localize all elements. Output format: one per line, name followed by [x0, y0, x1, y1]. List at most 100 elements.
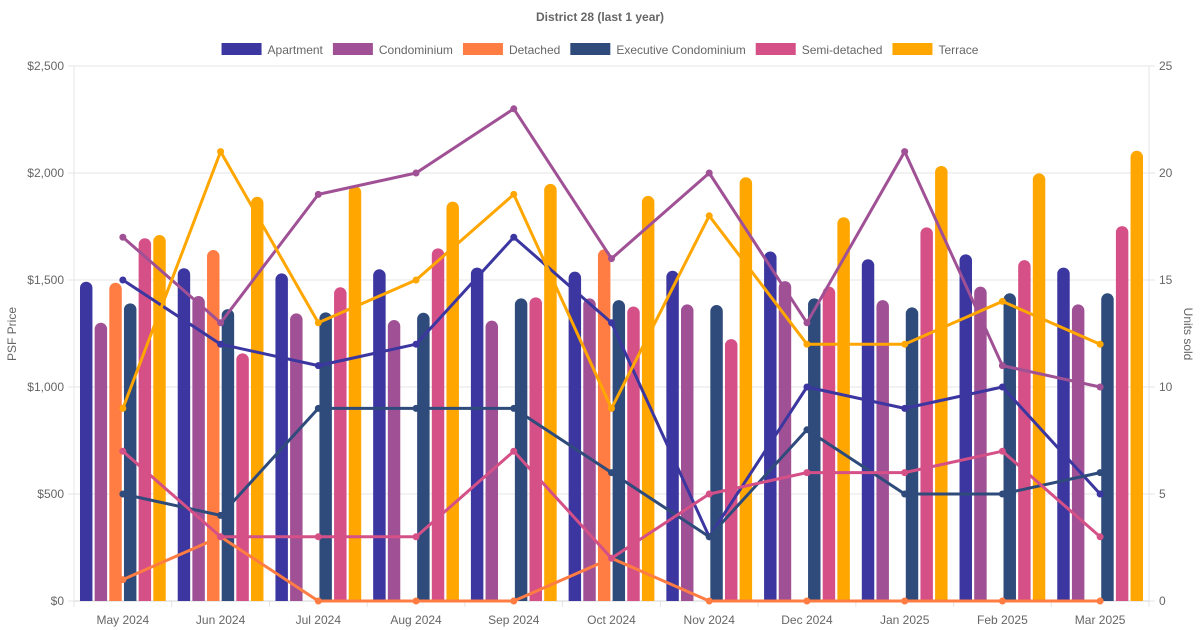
bar-terrace — [739, 177, 753, 601]
y-left-tick-label: $0 — [51, 594, 65, 608]
legend: Apartment Condominium Detached Executive Co… — [221, 43, 979, 57]
y-left-tick-label: $1,500 — [27, 273, 64, 287]
y-axis-right-title: Units sold — [1181, 308, 1195, 361]
point-condominium — [119, 233, 127, 241]
point-semi-detached — [998, 447, 1006, 455]
bar-apartment — [275, 273, 288, 601]
bar-terrace — [446, 201, 459, 601]
point-detached — [119, 576, 127, 584]
point-executive-condominium — [1096, 469, 1104, 477]
point-condominium — [901, 148, 909, 156]
legend-swatch-executive-condominium — [570, 43, 611, 55]
point-condominium — [998, 362, 1006, 370]
x-tick-label: Jul 2024 — [296, 613, 342, 627]
x-tick-label: Jun 2024 — [196, 613, 246, 627]
bar-semi-detached — [1018, 260, 1031, 601]
bar-apartment — [373, 269, 386, 601]
bar-apartment — [568, 271, 582, 601]
y-right-tick-label: 10 — [1159, 380, 1173, 394]
point-apartment — [314, 362, 322, 370]
bar-semi-detached — [236, 353, 249, 601]
legend-swatch-semi-detached — [755, 43, 796, 55]
legend-swatch-condominium — [332, 43, 373, 55]
legend-item-terrace[interactable]: Terrace — [892, 43, 979, 57]
legend-item-apartment[interactable]: Apartment — [221, 43, 324, 57]
legend-label: Detached — [509, 43, 560, 57]
point-detached — [901, 597, 909, 605]
point-terrace — [217, 148, 225, 156]
bar-semi-detached — [529, 297, 542, 601]
bar-terrace — [348, 186, 362, 602]
point-semi-detached — [314, 533, 322, 541]
bar-terrace — [544, 183, 557, 601]
point-detached — [1096, 597, 1104, 605]
bar-semi-detached — [334, 287, 347, 601]
legend-item-condominium[interactable]: Condominium — [332, 43, 453, 57]
bar-executive-condominium — [319, 312, 332, 601]
point-semi-detached — [1096, 533, 1104, 541]
line-condominium — [121, 107, 1101, 389]
bar-apartment — [1057, 267, 1070, 601]
bar-executive-condominium — [1101, 293, 1114, 601]
x-tick-label: Mar 2025 — [1075, 613, 1126, 627]
y-axis-right: 0 5 10 15 20 25 — [1159, 59, 1173, 608]
point-semi-detached — [608, 554, 615, 562]
bar-semi-detached — [431, 248, 445, 601]
point-semi-detached — [217, 533, 225, 541]
point-detached — [998, 597, 1006, 605]
point-apartment — [119, 276, 127, 284]
point-executive-condominium — [119, 490, 127, 498]
point-terrace — [412, 276, 420, 284]
legend-swatch-terrace — [892, 43, 933, 55]
y-right-tick-label: 20 — [1159, 166, 1173, 180]
legend-item-executive-condominium[interactable]: Executive Condominium — [570, 43, 746, 57]
x-tick-label: Jan 2025 — [880, 613, 930, 627]
bar-detached — [207, 250, 220, 601]
bar-condominium — [778, 281, 792, 601]
point-apartment — [510, 233, 518, 241]
bar-apartment — [177, 268, 191, 601]
point-terrace — [901, 340, 909, 348]
point-detached — [314, 597, 322, 605]
point-executive-condominium — [217, 511, 225, 519]
bar-apartment — [764, 251, 777, 601]
line-detached — [122, 535, 1101, 603]
bar-condominium — [192, 296, 205, 601]
point-executive-condominium — [998, 490, 1006, 498]
point-detached — [412, 597, 420, 605]
point-condominium — [608, 255, 615, 263]
point-condominium — [510, 105, 518, 113]
legend-item-semi-detached[interactable]: Semi-detached — [755, 43, 883, 57]
bar-apartment — [666, 270, 679, 601]
bar-terrace — [837, 217, 850, 601]
y-left-tick-label: $2,000 — [27, 166, 64, 180]
bar-terrace — [251, 196, 264, 601]
point-detached — [803, 597, 811, 605]
point-apartment — [608, 319, 615, 327]
bar-semi-detached — [138, 238, 152, 601]
x-tick-label: Nov 2024 — [684, 613, 736, 627]
bar-executive-condominium — [905, 307, 919, 601]
point-apartment — [998, 383, 1006, 391]
legend-item-detached[interactable]: Detached — [462, 43, 560, 57]
y-right-tick-label: 5 — [1159, 487, 1166, 501]
x-tick-label: Aug 2024 — [390, 613, 442, 627]
bar-condominium — [387, 320, 401, 601]
bar-detached — [597, 249, 611, 601]
legend-label: Condominium — [379, 43, 453, 57]
bar-executive-condominium — [221, 309, 235, 601]
point-semi-detached — [901, 469, 909, 477]
point-semi-detached — [412, 533, 420, 541]
y-axis-left-title: PSF Price — [5, 307, 19, 361]
lines — [119, 105, 1104, 605]
bar-condominium — [485, 320, 499, 601]
x-tick-label: Oct 2024 — [587, 613, 636, 627]
bar-terrace — [935, 165, 948, 601]
bar-apartment — [470, 267, 484, 601]
bar-executive-condominium — [417, 312, 430, 601]
point-apartment — [1096, 490, 1104, 498]
x-tick-label: Feb 2025 — [977, 613, 1028, 627]
y-right-tick-label: 0 — [1159, 594, 1166, 608]
bar-executive-condominium — [808, 298, 821, 601]
bar-condominium — [290, 313, 303, 601]
